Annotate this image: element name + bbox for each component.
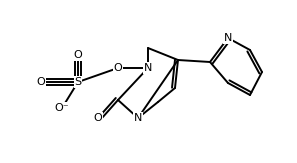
Text: O⁻: O⁻ [55, 103, 69, 113]
Text: O: O [93, 113, 102, 123]
Text: O: O [114, 63, 122, 73]
Text: N: N [134, 113, 142, 123]
Text: O: O [36, 77, 45, 87]
Text: N: N [144, 63, 152, 73]
Text: O: O [74, 50, 82, 60]
Text: S: S [75, 77, 82, 87]
Text: N: N [224, 33, 232, 43]
